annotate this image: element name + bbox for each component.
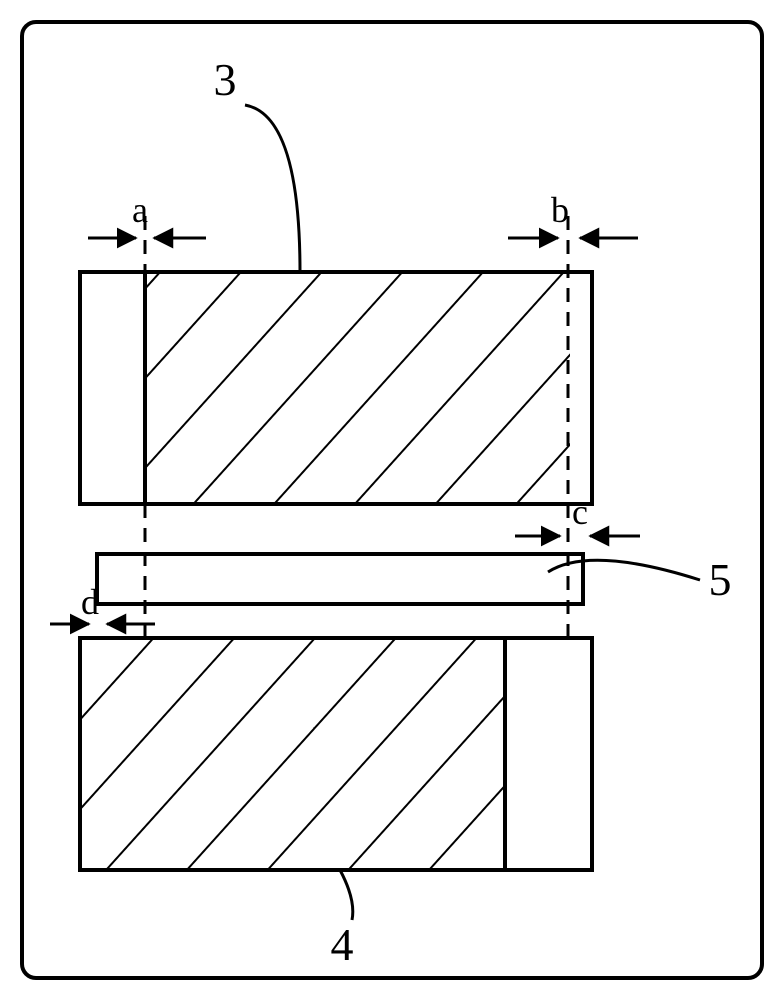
dim-a-label: a [132, 190, 148, 230]
lower-block-hatch [80, 638, 505, 870]
middle-slab [97, 554, 583, 604]
callout-3-leader [245, 105, 300, 272]
dim-d-label: d [81, 582, 99, 622]
dim-c-label: c [572, 492, 588, 532]
callout-3-label: 3 [214, 54, 237, 105]
callout-4-leader [340, 870, 353, 920]
upper-block-hatch [145, 272, 570, 504]
dim-b-label: b [551, 190, 569, 230]
callout-4-label: 4 [331, 919, 354, 970]
callout-5-label: 5 [709, 554, 732, 605]
